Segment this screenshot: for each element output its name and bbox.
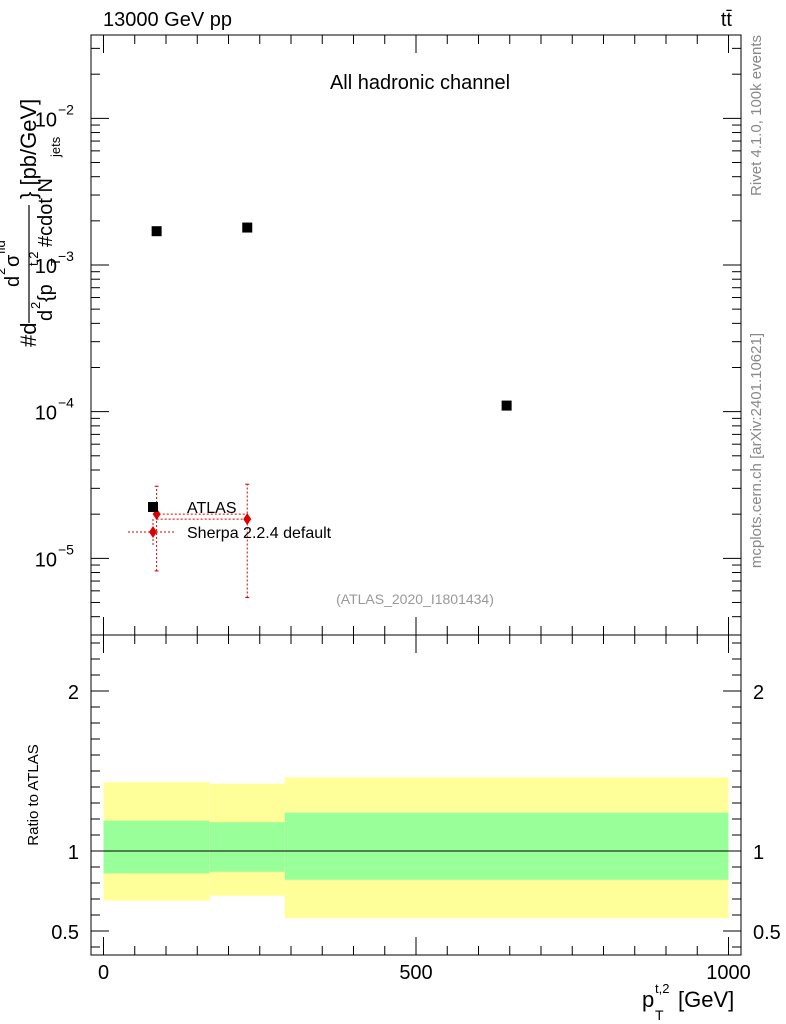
ratio-inner-band <box>284 812 729 880</box>
xlabel-unit: [GeV] <box>678 987 734 1012</box>
atlas-point <box>151 226 162 237</box>
y-tick-base: 10 <box>35 109 57 131</box>
ratio-y-tick-label-right: 1 <box>753 842 764 864</box>
ylabel-denominator-d: d <box>35 310 57 321</box>
legend-atlas-label: ATLAS <box>187 500 237 517</box>
ylabel-numerator-d: d <box>2 276 24 287</box>
ratio-y-tick-label-right: 2 <box>753 682 764 704</box>
x-tick-label: 0 <box>98 962 109 984</box>
mcplots-label: mcplots.cern.ch [arXiv:2401.10621] <box>748 333 765 568</box>
y-tick-label: 10 −4 <box>35 395 74 425</box>
y-tick-exponent: −2 <box>58 101 74 117</box>
ylabel-numerator-sup: 2 <box>0 268 8 275</box>
y-tick-label: 10 −5 <box>35 541 74 571</box>
ratio-y-tick-label-left: 0.5 <box>51 922 79 944</box>
sherpa-error-bars <box>154 483 250 599</box>
ylabel-jets: jets <box>48 136 63 158</box>
ratio-inner-band <box>209 822 285 872</box>
ratio-ticks <box>91 635 741 955</box>
atlas-point <box>501 400 512 411</box>
y-tick-base: 10 <box>35 256 57 278</box>
y-tick-base: 10 <box>35 549 57 571</box>
xlabel-sup: t,2 <box>655 981 669 996</box>
ylabel-denominator-sub: T <box>48 258 63 266</box>
main-y-axis-label: #d d 2 σ fid d 2 {p T t,2 #cdot N jets }… <box>0 99 63 347</box>
analysis-watermark: (ATLAS_2020_I1801434) <box>336 591 494 607</box>
main-y-tick-labels: 10−210−310−410−5 <box>35 101 74 571</box>
y-tick-base: 10 <box>35 403 57 425</box>
y-tick-exponent: −4 <box>58 395 74 411</box>
x-tick-labels: 0 500 1000 <box>98 962 751 984</box>
ratio-y-axis-label: Ratio to ATLAS <box>25 744 42 845</box>
legend-atlas-marker <box>148 502 158 512</box>
x-tick-label: 1000 <box>706 962 751 984</box>
ratio-inner-band <box>103 820 210 874</box>
ylabel-hash-d: #d <box>16 323 41 347</box>
x-tick-label: 500 <box>399 962 432 984</box>
energy-label: 13000 GeV pp <box>103 9 232 31</box>
xlabel-sub: T <box>655 1007 664 1023</box>
ratio-y-tick-label-left: 1 <box>68 842 79 864</box>
x-axis-label: p t,2 T [GeV] <box>642 981 734 1023</box>
ylabel-unit: } [pb/GeV] <box>16 99 41 199</box>
ylabel-cdot: #cdot N <box>35 178 57 247</box>
y-tick-exponent: −5 <box>58 541 74 557</box>
ylabel-sigma: σ <box>2 254 24 267</box>
sherpa-point <box>243 513 252 526</box>
xlabel-p: p <box>642 987 654 1012</box>
legend: ATLAS Sherpa 2.2.4 default <box>128 500 332 545</box>
y-tick-label: 10 −3 <box>35 248 74 278</box>
ylabel-denominator-sup: 2 <box>28 302 43 309</box>
ylabel-sigma-sup: fid <box>0 240 8 254</box>
atlas-points <box>151 222 512 411</box>
main-frame <box>90 34 742 636</box>
ylabel-denominator-open: {p <box>35 284 57 302</box>
ratio-bands <box>103 777 729 919</box>
main-panel: 10−210−310−410−5 All hadronic channel (A… <box>0 34 742 636</box>
legend-sherpa-label: Sherpa 2.2.4 default <box>187 525 332 542</box>
chart-title: All hadronic channel <box>330 72 510 94</box>
main-ticks <box>91 35 741 636</box>
process-label: tt̄ <box>721 9 733 31</box>
atlas-point <box>242 222 253 233</box>
ratio-y-tick-label-left: 2 <box>68 682 79 704</box>
ratio-panel: 2 2 1 1 0.5 0.5 0 500 1000 Ratio to ATLAS p t,2… <box>25 634 781 1023</box>
y-tick-label: 10 −2 <box>35 101 74 131</box>
ylabel-denominator-sup2: t,2 <box>26 252 41 266</box>
legend-sherpa-marker <box>149 526 157 538</box>
ratio-y-tick-label-right: 0.5 <box>753 922 781 944</box>
rivet-label: Rivet 4.1.0, 100k events <box>748 35 765 196</box>
y-tick-exponent: −3 <box>58 248 74 264</box>
ratio-y-tick-labels: 2 2 1 1 0.5 0.5 <box>51 682 781 944</box>
